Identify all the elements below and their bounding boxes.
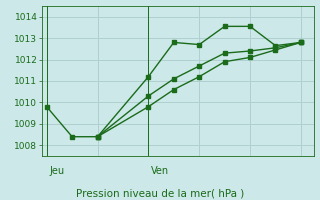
- Text: Ven: Ven: [151, 166, 169, 176]
- Text: Jeu: Jeu: [49, 166, 64, 176]
- Text: Pression niveau de la mer( hPa ): Pression niveau de la mer( hPa ): [76, 188, 244, 198]
